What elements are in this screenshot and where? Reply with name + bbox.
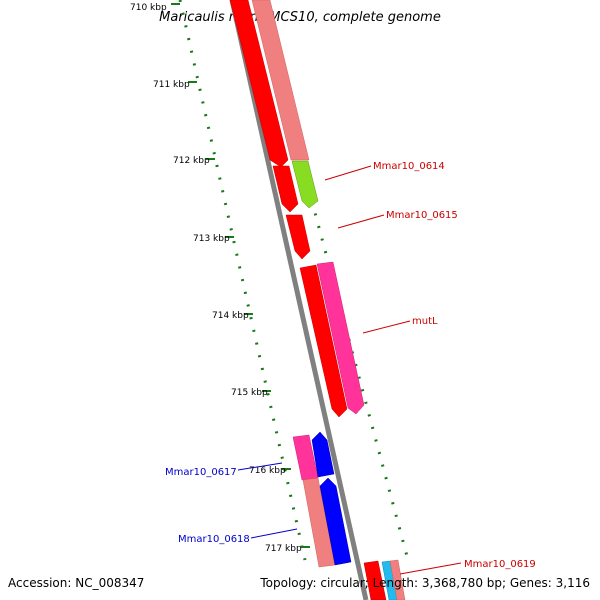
- leader-lines: [237, 165, 462, 575]
- accession-text: Accession: NC_008347: [8, 576, 145, 590]
- gene-mmar10-0614[interactable]: [291, 160, 319, 209]
- genome-summary-text: Topology: circular; Length: 3,368,780 bp…: [260, 576, 590, 590]
- gene-mmar10-0618[interactable]: [319, 477, 352, 566]
- gene-red-712[interactable]: [272, 165, 299, 213]
- gene-labels: Mmar10_0614 Mmar10_0615 mutL Mmar10_0617…: [165, 161, 536, 570]
- gene-mmar10-0615[interactable]: [285, 214, 311, 260]
- tick-label-717: 717 kbp: [265, 544, 302, 554]
- tick-track-left: [178, 0, 307, 561]
- tick-label-711: 711 kbp: [153, 80, 190, 90]
- tick-label-712: 712 kbp: [173, 156, 210, 166]
- gene-mutl[interactable]: [316, 261, 365, 415]
- gene-label-mmar10-0614[interactable]: Mmar10_0614: [373, 161, 445, 172]
- tick-label-716: 716 kbp: [249, 466, 286, 476]
- gene-label-mutl[interactable]: mutL: [412, 316, 438, 327]
- major-ticks: [171, 3, 310, 548]
- tick-label-710: 710 kbp: [130, 3, 167, 13]
- gene-label-mmar10-0615[interactable]: Mmar10_0615: [386, 210, 458, 221]
- gene-red-714[interactable]: [299, 264, 348, 418]
- gene-label-mmar10-0617[interactable]: Mmar10_0617: [165, 467, 237, 478]
- gene-light-red-upper[interactable]: [251, 0, 310, 161]
- genome-backbone: [229, 0, 369, 600]
- gene-red-upper[interactable]: [229, 0, 289, 168]
- tick-labels: 710 kbp 711 kbp 712 kbp 713 kbp 714 kbp …: [130, 3, 302, 554]
- map-title: Maricaulis maris MCS10, complete genome: [159, 10, 441, 25]
- gene-mmar10-0619[interactable]: [363, 560, 387, 600]
- tick-label-713: 713 kbp: [193, 234, 230, 244]
- gene-mmar10-0617[interactable]: [311, 431, 335, 478]
- gene-label-mmar10-0619[interactable]: Mmar10_0619: [464, 559, 536, 570]
- tick-label-714: 714 kbp: [212, 311, 249, 321]
- gene-light-red-bottom[interactable]: [389, 559, 406, 600]
- gene-features: [229, 0, 406, 600]
- tick-label-715: 715 kbp: [231, 388, 268, 398]
- gene-cyan-bottom[interactable]: [381, 560, 398, 600]
- gene-label-mmar10-0618[interactable]: Mmar10_0618: [178, 534, 250, 545]
